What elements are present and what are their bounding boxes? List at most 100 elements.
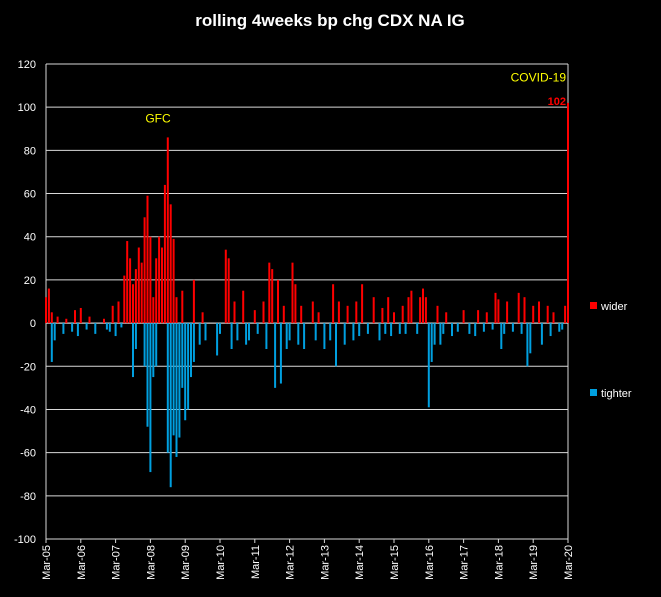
annotations: GFC COVID-19 102 bbox=[145, 70, 566, 125]
wider-bar bbox=[381, 307, 384, 324]
tighter-bar bbox=[274, 323, 277, 388]
wider-bar bbox=[282, 305, 285, 324]
tighter-bar bbox=[178, 323, 181, 438]
y-tick-label: -20 bbox=[20, 361, 36, 373]
tighter-bar bbox=[134, 323, 137, 349]
tighter-bar bbox=[76, 323, 79, 337]
x-tick-label: Mar-17 bbox=[459, 545, 471, 580]
tighter-bar bbox=[442, 323, 445, 334]
tighter-bar bbox=[511, 323, 514, 332]
tighter-bar bbox=[352, 323, 355, 341]
tighter-bar bbox=[468, 323, 471, 334]
y-tick-label: -60 bbox=[20, 448, 36, 460]
wider-bar bbox=[277, 279, 279, 324]
wider-bar bbox=[424, 297, 427, 324]
wider-bar bbox=[103, 318, 105, 324]
wider-bar bbox=[332, 284, 335, 324]
y-axis-ticks: 120 100 80 60 40 20 0 -20 -40 -60 -80 -100 bbox=[14, 59, 36, 546]
wider-bar bbox=[111, 305, 114, 324]
tighter-bar bbox=[245, 323, 248, 345]
wider-bar bbox=[132, 284, 134, 324]
wider-bar bbox=[393, 312, 395, 324]
tighter-bar bbox=[343, 323, 346, 345]
wider-bar bbox=[117, 301, 120, 324]
wider-bar bbox=[123, 275, 126, 324]
wider-bar bbox=[387, 297, 390, 324]
tighter-bar bbox=[166, 323, 169, 453]
x-tick-label: Mar-16 bbox=[424, 545, 436, 580]
wider-bar bbox=[181, 290, 184, 324]
tighter-bar bbox=[187, 323, 190, 410]
wider-bar bbox=[294, 284, 297, 324]
legend: wider tighter bbox=[590, 301, 632, 400]
annotation-label: GFC bbox=[145, 111, 171, 125]
tighter-bar bbox=[297, 323, 300, 345]
tighter-bar bbox=[132, 323, 134, 378]
tighter-bar bbox=[149, 323, 152, 473]
wider-bar bbox=[137, 247, 140, 324]
wider-bar bbox=[149, 236, 152, 324]
wider-bar bbox=[346, 305, 349, 324]
wider-bar bbox=[532, 305, 535, 324]
tighter-bar bbox=[558, 323, 561, 332]
wider-bar bbox=[462, 310, 465, 324]
tighter-bar bbox=[50, 323, 53, 362]
y-tick-label: 0 bbox=[30, 318, 36, 330]
y-tick-label: 20 bbox=[24, 275, 36, 287]
tighter-bar bbox=[314, 323, 317, 341]
wider-bar bbox=[268, 262, 271, 324]
tighter-legend-label: tighter bbox=[601, 388, 632, 400]
x-tick-label: Mar-09 bbox=[180, 545, 192, 580]
tighter-bar bbox=[236, 323, 239, 341]
tighter-bar bbox=[85, 323, 88, 330]
tighter-bar bbox=[279, 323, 282, 384]
tighter-bar bbox=[288, 323, 291, 341]
wider-bar bbox=[436, 305, 439, 324]
tighter-bar bbox=[108, 323, 111, 332]
x-axis-ticks: Mar-05 Mar-06 Mar-07 Mar-08 Mar-09 Mar-10 Mar-… bbox=[41, 539, 575, 580]
tighter-bar bbox=[181, 323, 184, 388]
wider-bar bbox=[401, 305, 404, 324]
wider-bar bbox=[361, 284, 364, 324]
tighter-bar bbox=[53, 323, 56, 341]
wider-bar bbox=[422, 288, 424, 324]
wider-bar bbox=[317, 312, 320, 324]
tighter-bar bbox=[404, 323, 407, 334]
tighter-bar bbox=[378, 323, 381, 341]
wider-bar bbox=[140, 262, 143, 324]
tighter-bar bbox=[456, 323, 459, 332]
tighter-bar bbox=[323, 323, 326, 349]
x-tick-label: Mar-11 bbox=[250, 545, 262, 579]
x-tick-label: Mar-18 bbox=[493, 545, 505, 580]
x-tick-label: Mar-07 bbox=[111, 545, 123, 580]
wider-bar bbox=[152, 297, 155, 324]
wider-bar bbox=[485, 312, 488, 324]
wider-bar bbox=[163, 184, 166, 324]
tighter-bar bbox=[474, 323, 477, 337]
tighter-bar bbox=[146, 323, 149, 427]
y-tick-label: 120 bbox=[18, 59, 36, 71]
tighter-bar bbox=[172, 323, 175, 436]
tighter-bar bbox=[62, 323, 65, 334]
tighter-bar bbox=[219, 323, 221, 334]
wider-bar bbox=[192, 279, 195, 324]
wider-bar bbox=[224, 249, 227, 324]
wider-bar bbox=[546, 305, 549, 324]
tighter-bar bbox=[248, 323, 250, 341]
wider-bar bbox=[50, 312, 53, 324]
wider-bar bbox=[311, 301, 314, 324]
tighter-bar bbox=[204, 323, 207, 341]
tighter-bar bbox=[529, 323, 532, 354]
wider-bar bbox=[233, 301, 236, 324]
wider-bar bbox=[372, 297, 375, 324]
tighter-bar bbox=[114, 323, 117, 337]
wider-bar bbox=[79, 307, 82, 324]
wider-bar bbox=[242, 290, 245, 324]
tighter-bar bbox=[500, 323, 503, 349]
tighter-legend-swatch bbox=[590, 389, 597, 396]
wider-bar bbox=[523, 297, 526, 324]
x-tick-label: Mar-12 bbox=[285, 545, 297, 580]
tighter-bar bbox=[503, 323, 506, 334]
tighter-bar bbox=[175, 323, 178, 457]
tighter-bar bbox=[169, 323, 172, 488]
